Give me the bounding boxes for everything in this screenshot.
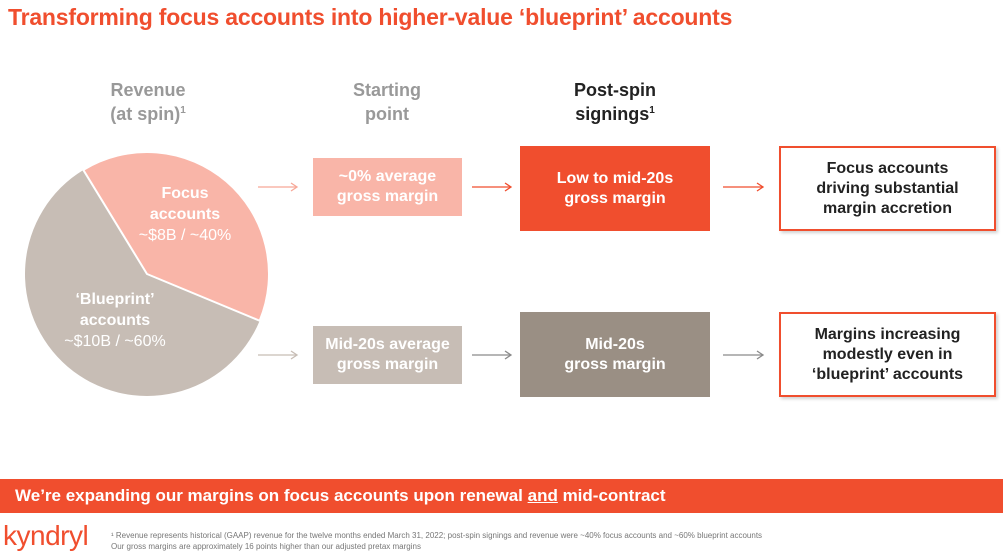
outcome-blueprint-line3: ‘blueprint’ accounts: [811, 365, 964, 383]
banner-text-underlined: and: [527, 486, 558, 505]
post-blueprint-line2: gross margin: [564, 355, 666, 373]
arrow-blueprint-to-start: [258, 350, 299, 360]
starting-point-focus-box: ~0% average gross margin: [313, 158, 462, 216]
outcome-focus-line1: Focus accounts: [826, 159, 949, 177]
outcome-blueprint-box: Margins increasing modestly even in ‘blu…: [779, 312, 996, 397]
starting-focus-line1: ~0% average: [338, 168, 437, 185]
pie-label-blueprint: ‘Blueprint’ accounts ~$10B / ~60%: [40, 289, 190, 352]
key-message-banner: We’re expanding our margins on focus acc…: [0, 479, 1003, 513]
outcome-blueprint-line2: modestly even in: [822, 345, 953, 363]
header-post-line1: Post-spin: [573, 80, 656, 100]
footnote-1: ¹ Revenue represents historical (GAAP) r…: [111, 531, 763, 540]
pie-label-focus-line2: accounts: [149, 206, 221, 223]
arrow-blueprint-post-to-outcome: [723, 350, 765, 360]
post-blueprint-line1: Mid-20s: [585, 335, 645, 353]
outcome-focus-line2: driving substantial: [816, 179, 959, 197]
header-revenue-line2: (at spin): [110, 104, 181, 124]
starting-blueprint-line2: gross margin: [336, 356, 439, 373]
kyndryl-logo: kyndryl: [3, 520, 89, 551]
header-post-spin: Post-spin signings1: [555, 78, 675, 126]
outcome-blueprint-line1: Margins increasing: [814, 325, 961, 343]
banner-text-after: mid-contract: [557, 486, 666, 505]
arrow-focus-to-start: [258, 182, 299, 192]
header-post-line2: signings: [575, 104, 650, 124]
pie-slice-blueprint: [25, 169, 260, 397]
arrow-blueprint-start-to-post: [472, 350, 513, 360]
post-focus-line2: gross margin: [564, 189, 666, 207]
post-focus-line1: Low to mid-20s: [556, 169, 674, 187]
pie-label-focus: Focus accounts ~$8B / ~40%: [115, 183, 255, 246]
arrow-focus-start-to-post: [472, 182, 513, 192]
pie-label-blueprint-value: ~$10B / ~60%: [64, 333, 166, 350]
header-post-footnote-mark: 1: [649, 105, 655, 116]
pie-label-focus-line1: Focus: [161, 185, 209, 202]
pie-label-blueprint-line1: ‘Blueprint’: [75, 291, 155, 308]
header-revenue-line1: Revenue: [110, 80, 186, 100]
pie-slice-focus: [81, 151, 270, 323]
outcome-focus-line3: margin accretion: [823, 199, 952, 217]
header-starting-point: Starting point: [327, 78, 447, 126]
footnote-2: Our gross margins are approximately 16 p…: [111, 542, 421, 551]
pie-label-focus-value: ~$8B / ~40%: [138, 227, 232, 244]
pie-label-blueprint-line2: accounts: [79, 312, 151, 329]
header-starting-line2: point: [365, 104, 409, 124]
post-spin-focus-box: Low to mid-20s gross margin: [520, 146, 710, 231]
starting-focus-line2: gross margin: [336, 188, 439, 205]
outcome-focus-box: Focus accounts driving substantial margi…: [779, 146, 996, 231]
header-revenue-footnote-mark: 1: [180, 105, 186, 116]
footnotes: ¹ Revenue represents historical (GAAP) r…: [111, 530, 762, 552]
slide-title: Transforming focus accounts into higher-…: [8, 4, 733, 30]
banner-text-before: We’re expanding our margins on focus acc…: [15, 486, 528, 505]
starting-point-blueprint-box: Mid-20s average gross margin: [313, 326, 462, 384]
starting-blueprint-line1: Mid-20s average: [325, 336, 450, 353]
post-spin-blueprint-box: Mid-20s gross margin: [520, 312, 710, 397]
header-starting-line1: Starting: [352, 80, 421, 100]
arrow-focus-post-to-outcome: [723, 182, 765, 192]
header-revenue: Revenue (at spin)1: [88, 78, 208, 126]
